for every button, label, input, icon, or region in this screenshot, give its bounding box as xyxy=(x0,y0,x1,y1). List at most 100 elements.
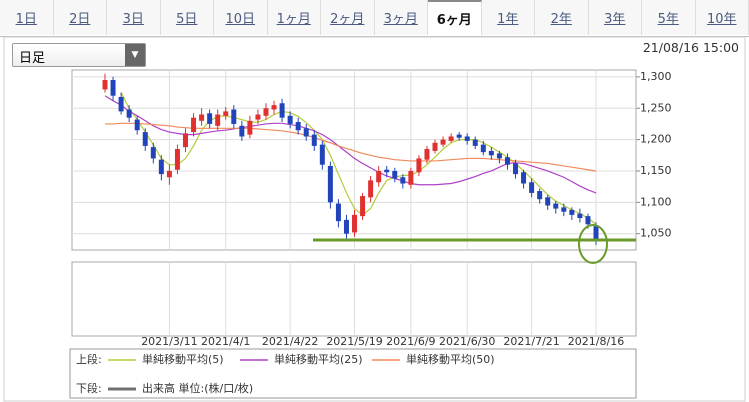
legend-lower-item: 出来高 単位:(株/口/枚) xyxy=(142,381,253,395)
candle-body xyxy=(432,142,438,151)
candle-body xyxy=(537,191,543,200)
selector-label: 日足 xyxy=(19,51,46,66)
period-selector[interactable]: 日足 ▼ xyxy=(12,43,146,67)
candle-body xyxy=(239,125,245,137)
tab[interactable]: 1年 xyxy=(481,0,535,35)
candle-body xyxy=(440,139,446,145)
candle-body xyxy=(448,136,454,141)
x-tick-label: 2021/3/11 xyxy=(141,335,197,348)
tab[interactable]: 2年 xyxy=(535,0,589,35)
tab[interactable]: 10日 xyxy=(214,0,268,35)
tab[interactable]: 5日 xyxy=(160,0,214,35)
candle-body xyxy=(360,196,366,217)
x-tick-label: 2021/4/1 xyxy=(201,335,250,348)
candle-body xyxy=(569,209,575,215)
tab[interactable]: 3日 xyxy=(107,0,161,35)
y-tick-label: 1,050 xyxy=(640,227,672,240)
x-tick-label: 2021/6/30 xyxy=(439,335,495,348)
candle-body xyxy=(400,177,406,184)
candle-body xyxy=(118,96,124,112)
candle-body xyxy=(464,136,470,141)
y-tick-label: 1,200 xyxy=(640,133,672,146)
y-tick-label: 1,150 xyxy=(640,164,672,177)
tab[interactable]: 1日 xyxy=(0,0,54,35)
candle-body xyxy=(207,113,213,124)
candle-body xyxy=(199,114,205,121)
candle-body xyxy=(513,163,519,175)
candle-body xyxy=(553,203,559,209)
candle-body xyxy=(577,213,583,219)
candle-body xyxy=(416,158,422,173)
candle-body xyxy=(521,172,527,184)
tab[interactable]: 2ヶ月 xyxy=(321,0,375,35)
tab[interactable]: 6ヶ月 xyxy=(428,0,482,35)
tab[interactable]: 2日 xyxy=(53,0,107,35)
candle-body xyxy=(504,157,510,165)
candle-body xyxy=(424,149,430,160)
candle-body xyxy=(110,80,116,96)
candle-body xyxy=(263,108,269,116)
legend-lower-label: 下段: xyxy=(76,381,102,395)
candle-body xyxy=(585,216,591,225)
candle-body xyxy=(593,226,599,240)
volume-panel xyxy=(71,261,637,337)
candle-body xyxy=(134,119,140,131)
legend-label: 単純移動平均(5) xyxy=(142,352,224,366)
candle-body xyxy=(303,128,309,137)
x-tick-label: 2021/4/22 xyxy=(262,335,318,348)
candle-body xyxy=(142,132,148,146)
candle-body xyxy=(150,147,156,159)
candle-body xyxy=(392,170,398,179)
frame xyxy=(3,36,746,402)
legend-label: 単純移動平均(25) xyxy=(274,352,363,366)
candle-body xyxy=(158,159,164,175)
candle-body xyxy=(231,109,237,124)
dropdown-arrow[interactable]: ▼ xyxy=(125,44,145,66)
candle-body xyxy=(408,170,414,185)
candle-body xyxy=(174,149,180,170)
candle-body xyxy=(166,170,172,178)
candle-body xyxy=(215,114,221,126)
ma-line xyxy=(105,122,597,172)
y-tick-label: 1,300 xyxy=(640,70,672,83)
tab[interactable]: 10年 xyxy=(695,0,749,35)
x-tick-label: 2021/5/19 xyxy=(326,335,382,348)
candle-body xyxy=(247,120,253,135)
candle-body xyxy=(456,134,462,138)
candle-body xyxy=(488,150,494,156)
candle-body xyxy=(126,109,132,118)
y-tick-label: 1,250 xyxy=(640,101,672,114)
candle-body xyxy=(368,180,374,198)
candle-body xyxy=(343,219,349,234)
candle-body xyxy=(295,122,301,131)
candle-body xyxy=(480,144,486,153)
x-tick-label: 2021/7/21 xyxy=(503,335,559,348)
candle-body xyxy=(279,103,285,118)
candle-body xyxy=(545,197,551,206)
candle-body xyxy=(223,111,229,116)
candle-body xyxy=(472,139,478,146)
x-tick-label: 2021/6/9 xyxy=(386,335,435,348)
candle-body xyxy=(191,117,197,133)
candle-body xyxy=(384,169,390,173)
candle-body xyxy=(376,170,382,183)
tab[interactable]: 1ヶ月 xyxy=(267,0,321,35)
candle-body xyxy=(255,114,261,120)
candle-body xyxy=(319,144,325,165)
candle-body xyxy=(327,165,333,203)
legend-upper-label: 上段: xyxy=(76,352,102,366)
tab[interactable]: 5年 xyxy=(642,0,696,35)
timestamp: 21/08/16 15:00 xyxy=(642,40,739,55)
candle-body xyxy=(102,80,108,90)
candle-body xyxy=(271,105,277,110)
candle-body xyxy=(352,214,358,233)
highlight-circle xyxy=(578,223,608,264)
candle-body xyxy=(529,182,535,193)
tab-bar: 1日 2日 3日 5日 10日 1ヶ月 2ヶ月 3ヶ月 6ヶ月 1年 2年 3年 5年 10年 xyxy=(0,0,749,37)
legend-label: 単純移動平均(50) xyxy=(406,352,495,366)
candle-body xyxy=(287,115,293,124)
candle-body xyxy=(496,153,502,159)
tab[interactable]: 3年 xyxy=(588,0,642,35)
tab[interactable]: 3ヶ月 xyxy=(374,0,428,35)
